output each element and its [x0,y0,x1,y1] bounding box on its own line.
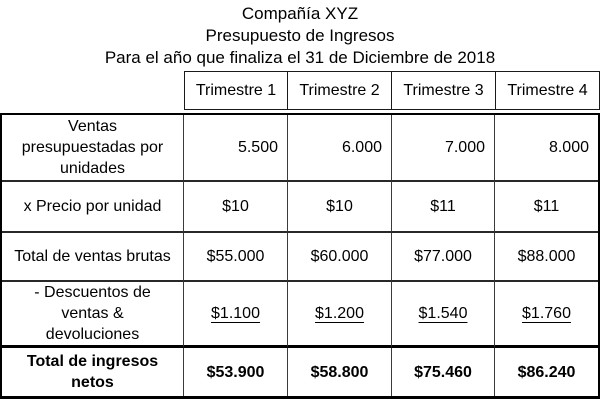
column-header-q2: Trimestre 2 [288,71,392,110]
row-label: x Precio por unidad [2,182,184,233]
table-header-row: Trimestre 1 Trimestre 2 Trimestre 3 Trim… [0,71,600,110]
underlined-value: $1.200 [315,305,364,322]
cell-value: $55.000 [184,233,288,282]
report-period: Para el año que finaliza el 31 de Diciem… [104,48,496,67]
cell-value: 5.500 [184,115,288,182]
report-title: Presupuesto de Ingresos [205,26,395,45]
company-name: Compañía XYZ [241,4,359,23]
column-header-q4: Trimestre 4 [496,71,600,110]
cell-value: $11 [495,182,598,233]
cell-value: $1.540 [392,282,495,348]
budget-table-body: Ventas presupuestadas por unidades 5.500… [0,113,600,399]
corner-cell [0,71,184,110]
cell-value: $75.460 [392,348,495,396]
cell-value: $58.800 [288,348,392,396]
cell-value: $11 [392,182,495,233]
row-label-text: - Descuentos de ventas & devoluciones [34,284,151,343]
cell-value: $1.100 [184,282,288,348]
cell-value: $1.760 [495,282,598,348]
cell-value: $1.200 [288,282,392,348]
row-label-text: Ventas presupuestadas por unidades [21,118,164,177]
underlined-value: $1.760 [522,305,571,322]
cell-value: $86.240 [517,363,576,381]
document-title-block: Compañía XYZ Presupuesto de Ingresos Par… [0,0,600,69]
underlined-value: $1.100 [211,305,260,322]
row-label-text: Total de ventas brutas [14,248,171,265]
cell-value: $10 [184,182,288,233]
row-label: Ventas presupuestadas por unidades [2,115,184,182]
column-header-q1: Trimestre 1 [184,71,288,110]
row-label: - Descuentos de ventas & devoluciones [2,282,184,348]
cell-value: $10 [288,182,392,233]
cell-value: $88.000 [495,233,598,282]
cell-value: $60.000 [288,233,392,282]
row-label: Total de ventas brutas [2,233,184,282]
underlined-value: $1.540 [418,305,468,322]
cell-value: 7.000 [392,115,495,182]
cell-value: 8.000 [495,115,598,182]
row-label-text: x Precio por unidad [23,198,162,215]
cell-value: $77.000 [392,233,495,282]
cell-value: $53.900 [184,348,288,396]
row-label-text: Total de ingresos netos [26,353,159,391]
column-header-q3: Trimestre 3 [392,71,496,110]
row-label: Total de ingresos netos [2,348,184,396]
cell-value: 6.000 [288,115,392,182]
